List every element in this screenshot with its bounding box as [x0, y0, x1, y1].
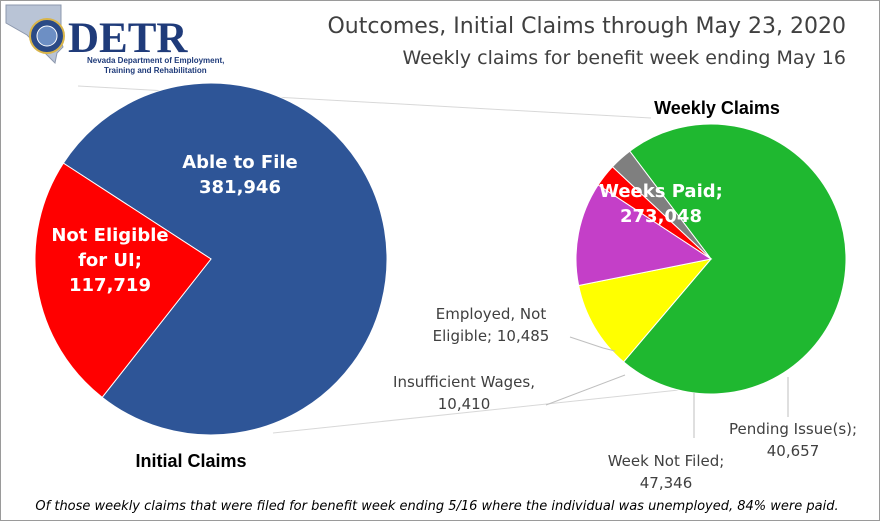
label-week-not-filed: Week Not Filed;	[608, 452, 725, 470]
pie-slice-able-to-file	[62, 82, 388, 436]
seal-inner-icon	[36, 25, 58, 47]
label-weeks-paid: Weeks Paid;	[599, 181, 723, 202]
label-not-eligible-line1: Not Eligible	[51, 225, 168, 246]
label-able-to-file: Able to File	[182, 152, 298, 173]
weekly-claims-pie	[575, 123, 847, 395]
value-pending-issues: 40,657	[767, 442, 820, 460]
label-employed-line2: Eligible; 10,485	[433, 327, 550, 345]
detr-logo: DETR Nevada Department of Employment, Tr…	[5, 4, 224, 75]
label-employed-line1: Employed, Not	[436, 305, 547, 323]
label-not-eligible-line2: for UI;	[78, 250, 142, 271]
logo-name: DETR	[68, 15, 188, 62]
leader-line-employed	[569, 336, 616, 352]
logo-org-line1: Nevada Department of Employment,	[87, 56, 224, 65]
value-weeks-paid: 273,048	[620, 206, 702, 227]
connector-line-bottom	[272, 389, 680, 434]
value-insufficient-wages: 10,410	[438, 395, 491, 413]
chart-subtitle: Weekly claims for benefit week ending Ma…	[403, 47, 847, 69]
label-insufficient-wages: Insufficient Wages,	[393, 373, 535, 391]
initial-claims-heading: Initial Claims	[135, 451, 246, 471]
initial-claims-pie	[34, 82, 388, 436]
pie-slice-not-eligible-for-ui	[34, 162, 212, 399]
pie-slice-week-not-filed	[575, 184, 713, 287]
value-not-eligible: 117,719	[69, 275, 151, 296]
leader-line-insufficient	[545, 374, 626, 406]
value-week-not-filed: 47,346	[640, 474, 693, 492]
footnote: Of those weekly claims that were filed f…	[35, 499, 838, 514]
logo-org-line2: Training and Rehabilitation	[104, 66, 207, 75]
label-pending-issues: Pending Issue(s);	[729, 420, 857, 438]
pie-slice-pending-issue-s	[578, 258, 713, 363]
value-able-to-file: 381,946	[199, 177, 281, 198]
pie-slice-employed-not-eligible	[611, 150, 712, 260]
pie-slice-weeks-paid	[622, 123, 847, 395]
chart-title: Outcomes, Initial Claims through May 23,…	[327, 14, 846, 39]
weekly-claims-heading: Weekly Claims	[654, 98, 780, 118]
